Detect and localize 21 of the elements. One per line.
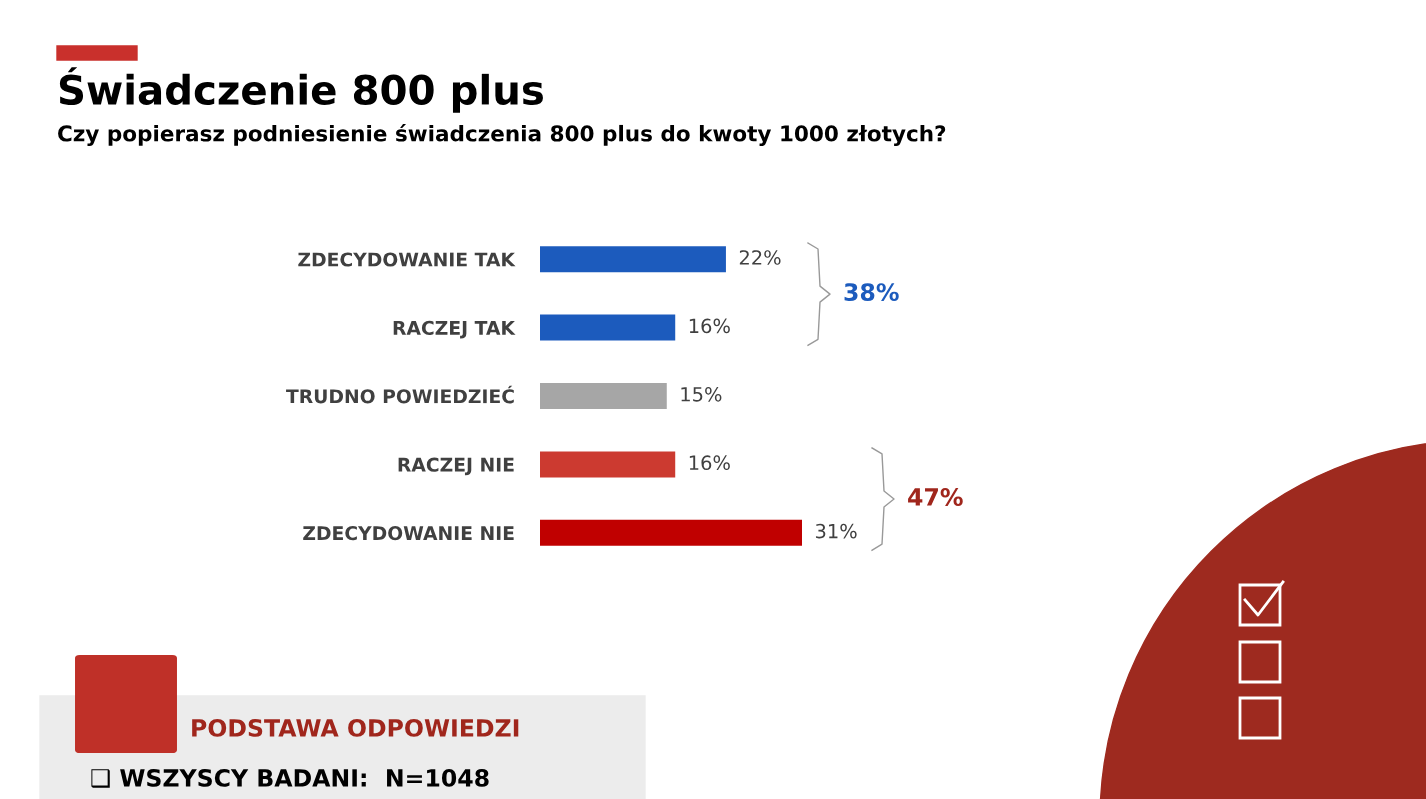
- y-tick-label: RACZEJ NIE: [398, 457, 514, 476]
- bar: [540, 519, 802, 546]
- chart-subtitle: Czy popierasz podniesienie świadczenia 800 plus do kwoty 1000 złotych?: [58, 124, 946, 146]
- bar: [540, 451, 676, 478]
- text: 47%: [908, 488, 963, 506]
- text: ❑ WSZYSCY BADANI: N=1048: [91, 768, 489, 788]
- data-label: 31%: [815, 523, 857, 539]
- data-label: 16%: [689, 455, 730, 471]
- chart-title: Świadczenie 800 plus: [59, 67, 543, 113]
- text: PODSTAWA ODPOWIEDZI: [192, 718, 519, 737]
- bar: [540, 314, 676, 341]
- text: 38%: [844, 283, 899, 301]
- bar: [540, 246, 726, 273]
- y-tick-label: TRUDNO POWIEDZIEĆ: [286, 385, 514, 404]
- y-tick-label: RACZEJ TAK: [393, 320, 516, 339]
- data-label: 22%: [739, 250, 781, 265]
- y-tick-label: ZDECYDOWANIE NIE: [303, 526, 514, 541]
- y-tick-label: ZDECYDOWANIE TAK: [298, 252, 516, 267]
- data-label: 16%: [689, 318, 730, 334]
- data-label: 15%: [681, 386, 722, 402]
- bar: [540, 383, 667, 409]
